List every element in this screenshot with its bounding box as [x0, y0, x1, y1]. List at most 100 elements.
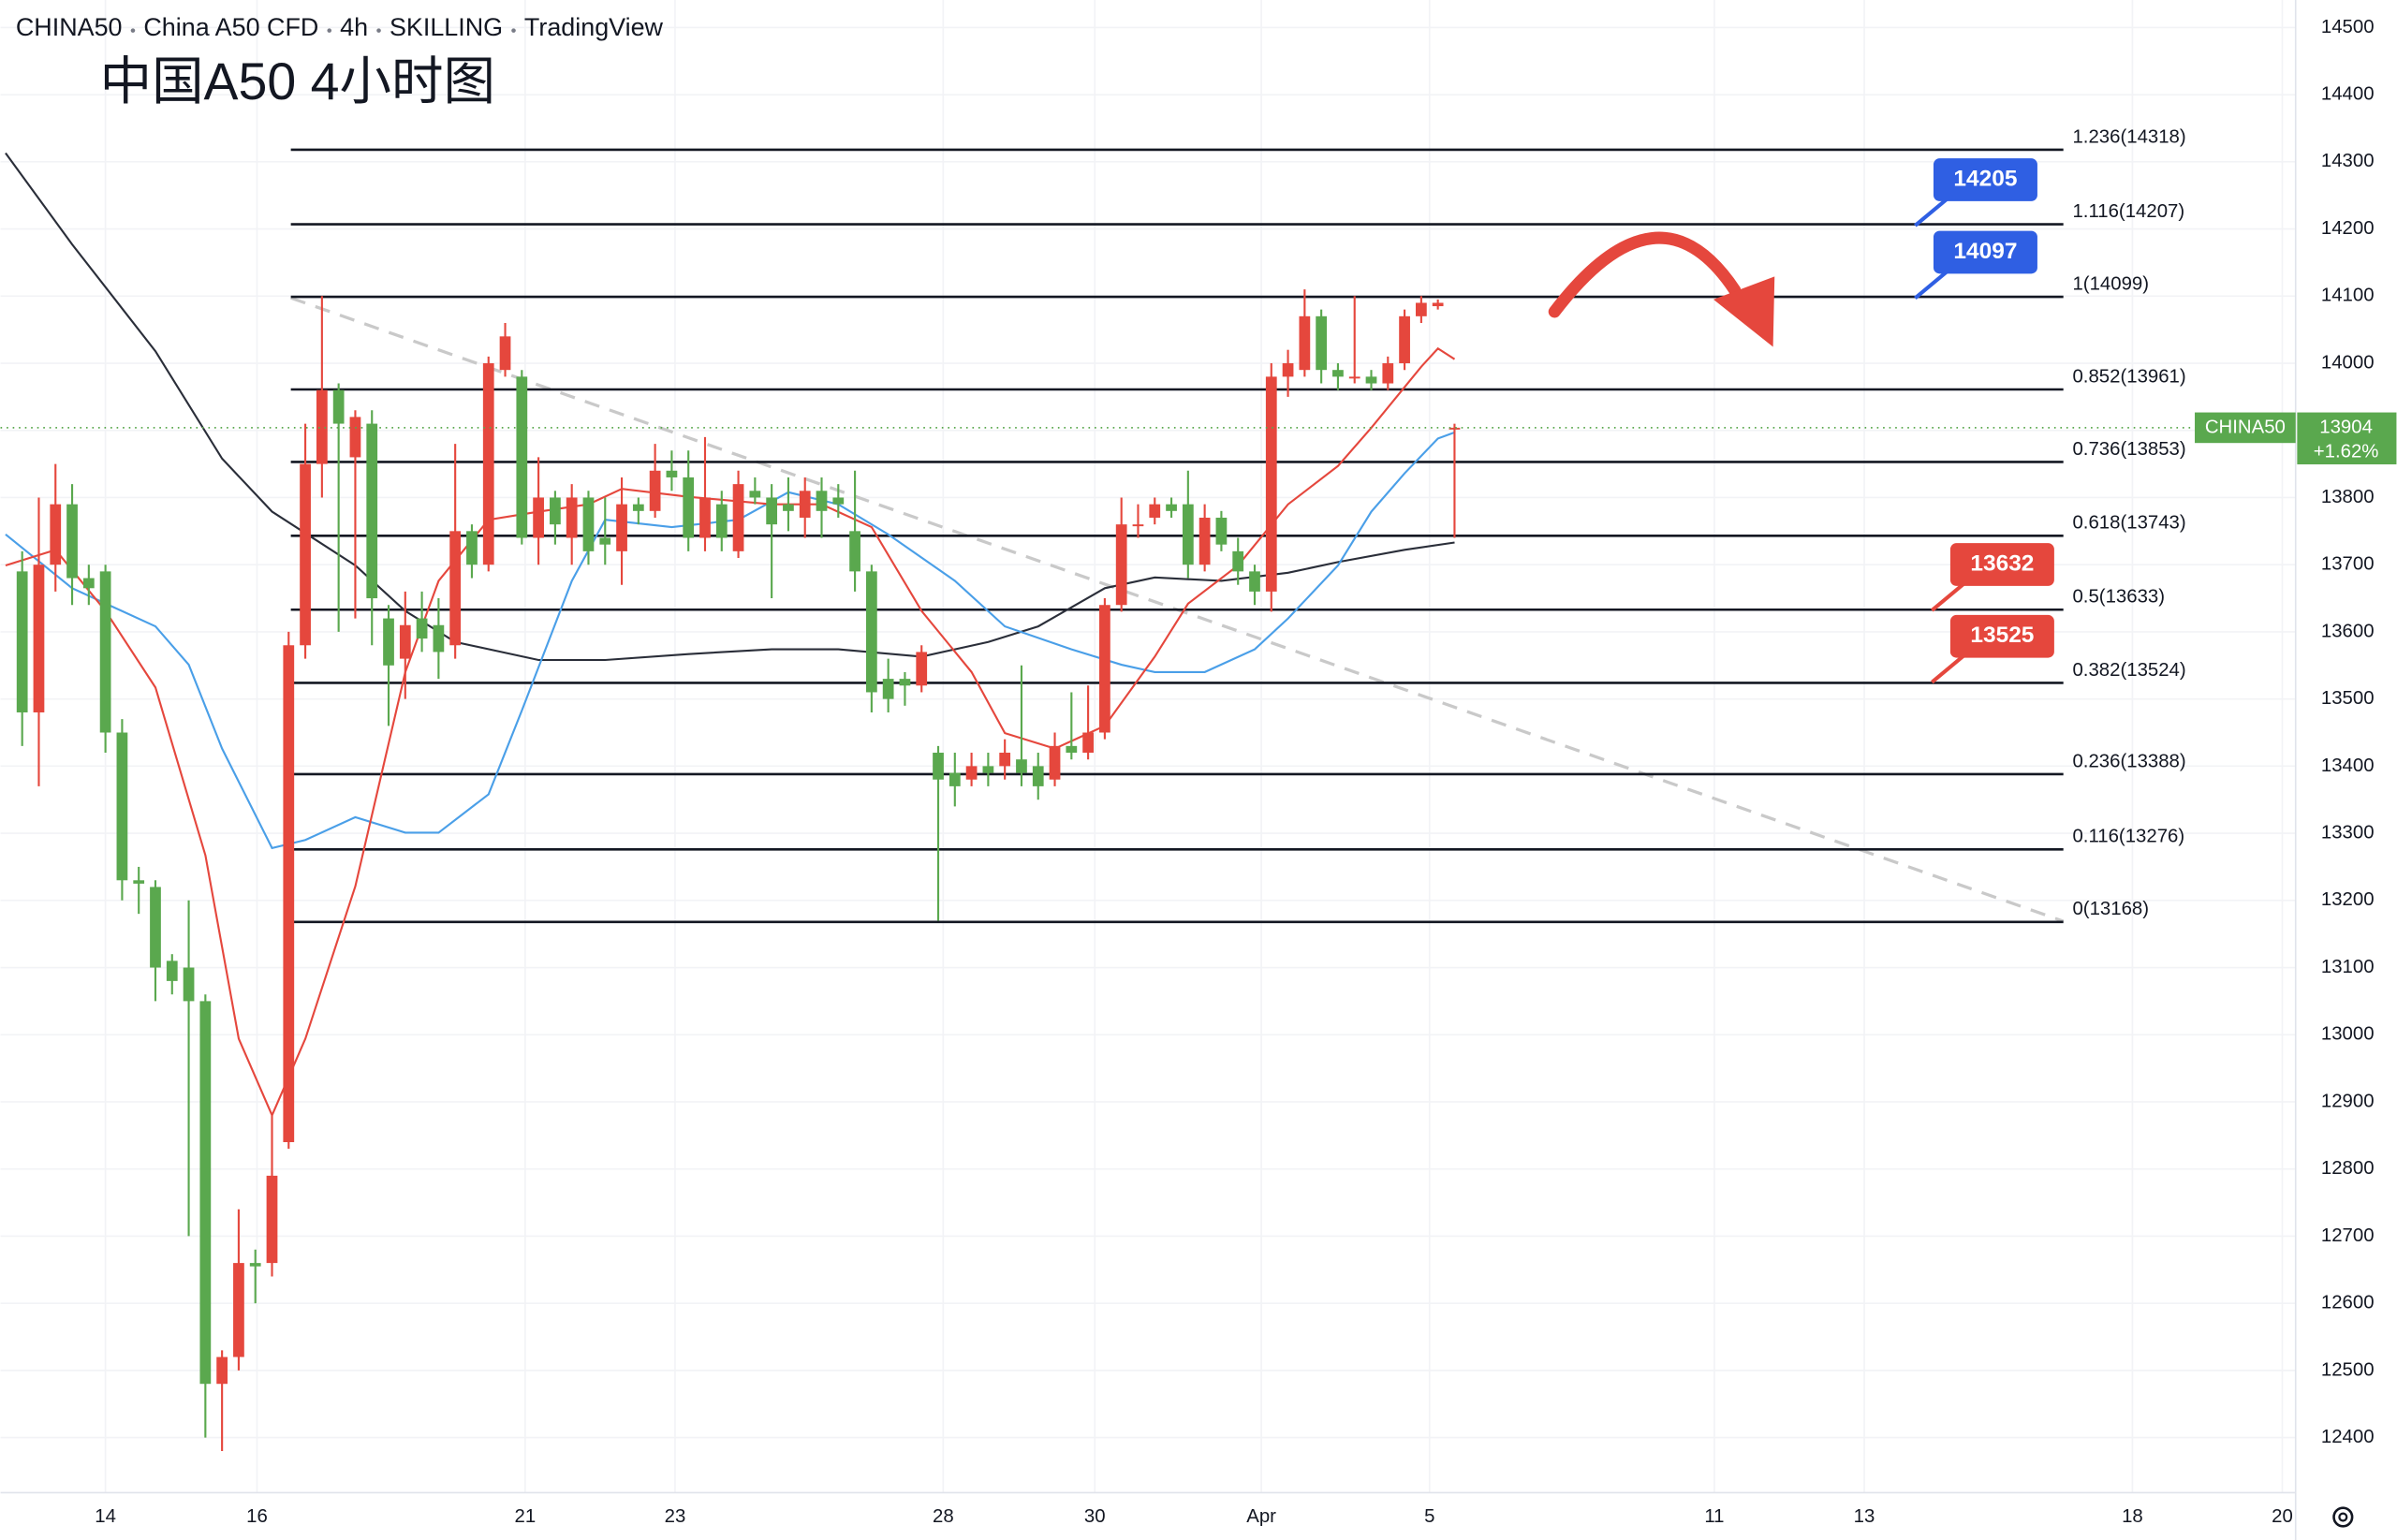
candle-body [849, 531, 860, 572]
candle-body [66, 504, 78, 579]
candle-body [383, 618, 394, 666]
candle-body [16, 571, 28, 712]
candle-body [1132, 524, 1144, 527]
x-tick-label: 14 [95, 1506, 116, 1527]
y-tick-label: 13000 [2321, 1024, 2375, 1045]
candle-body [499, 336, 511, 371]
fib-label: 0(13168) [2072, 899, 2149, 919]
candle-body [1448, 427, 1461, 430]
marker-box [1949, 543, 2054, 586]
price-label: 13904 [2319, 417, 2373, 437]
marker-label: 13525 [1970, 623, 2034, 648]
price-markers: 14205 14097 13632 13525 [1914, 158, 2054, 684]
candle-body [482, 363, 494, 565]
candle-body [666, 470, 678, 477]
candle-body [1382, 363, 1394, 384]
candle-body [1066, 745, 1078, 754]
y-tick-label: 12700 [2321, 1225, 2375, 1246]
symbol-tag [2195, 412, 2296, 444]
fib-label: 1.116(14207) [2072, 201, 2184, 222]
y-tick-label: 14500 [2321, 17, 2375, 37]
y-tick-label: 12900 [2321, 1091, 2375, 1111]
candle-body [516, 376, 528, 538]
price-tag [2297, 412, 2397, 465]
y-tick-label: 14100 [2321, 286, 2375, 306]
candle-body [332, 389, 345, 424]
settings-icon[interactable] [2332, 1506, 2354, 1528]
arrow-head [1713, 276, 1775, 347]
marker-box [1933, 158, 2037, 201]
y-tick-label: 13500 [2321, 688, 2375, 709]
x-tick-label: 21 [515, 1506, 537, 1527]
candle-body [949, 772, 961, 786]
candle-body [715, 504, 728, 538]
candle-body [283, 645, 295, 1143]
candle-body [1282, 363, 1294, 377]
header-item: SKILLING [390, 13, 503, 41]
candle-body [933, 753, 944, 780]
header-item: China A50 CFD [143, 13, 318, 41]
candle-body [1432, 302, 1444, 307]
y-tick-label: 14200 [2321, 218, 2375, 239]
marker-box [1933, 230, 2037, 274]
candle-body [965, 766, 978, 780]
x-tick-label: 30 [1084, 1506, 1106, 1527]
candles [16, 289, 1461, 1451]
x-tick-label: 18 [2122, 1506, 2143, 1527]
candle-body [116, 732, 128, 881]
candle-body [1399, 315, 1410, 364]
candle-body [1016, 759, 1027, 773]
x-tick-label: 20 [2272, 1506, 2293, 1527]
candle-body [1049, 745, 1061, 780]
candle-body [1082, 732, 1094, 754]
candle-body [882, 679, 894, 699]
y-tick-label: 14300 [2321, 151, 2375, 171]
candle-body [766, 497, 778, 525]
y-tick-label: 12500 [2321, 1359, 2375, 1380]
candle-body [199, 1001, 212, 1385]
candle-body [533, 497, 544, 538]
marker-box [1949, 614, 2054, 658]
x-tick-label: 16 [246, 1506, 268, 1527]
x-tick-label: 13 [1854, 1506, 1875, 1527]
gear[interactable] [2332, 1506, 2354, 1528]
candle-body [799, 491, 811, 518]
candle-body [1115, 524, 1127, 606]
fib-label: 1.236(14318) [2072, 126, 2185, 147]
candle-body [1232, 550, 1244, 572]
fib-label: 0.852(13961) [2072, 366, 2185, 387]
gear-center[interactable] [2338, 1512, 2348, 1522]
x-tick-label: 5 [1424, 1506, 1434, 1527]
y-tick-label: 12800 [2321, 1158, 2375, 1179]
candle-body [1166, 504, 1177, 511]
candle-body [166, 961, 178, 981]
marker-label: 14205 [1953, 167, 2017, 192]
candle-body [300, 463, 311, 646]
candle-body [1249, 571, 1260, 592]
candle-body [899, 679, 911, 686]
candle-body [249, 1263, 261, 1267]
candle-body [1299, 315, 1311, 371]
candle-body [349, 417, 361, 458]
candle-body [749, 491, 761, 498]
y-tick-label: 13600 [2321, 621, 2375, 641]
x-tick-label: 23 [665, 1506, 686, 1527]
axes: 12400 12500 12600 12700 12800 12900 13000 13100… [95, 17, 2374, 1527]
fib-label: 1(14099) [2072, 273, 2149, 294]
header: CHINA50 China A50 CFD 4h SKILLING TradingVie… [16, 13, 664, 41]
fib-label: 0.236(13388) [2072, 751, 2185, 771]
candle-body [399, 624, 411, 659]
header-item: TradingView [524, 13, 664, 41]
y-tick-label: 13700 [2321, 554, 2375, 575]
separator [511, 28, 516, 33]
candle-body [233, 1263, 244, 1357]
fib-label: 0.736(13853) [2072, 439, 2185, 460]
candle-body [133, 880, 145, 884]
candle-body [266, 1175, 278, 1264]
candle-body [50, 504, 62, 565]
candle-body [1265, 376, 1277, 592]
candle-body [1182, 504, 1194, 565]
candle-body [566, 497, 578, 538]
